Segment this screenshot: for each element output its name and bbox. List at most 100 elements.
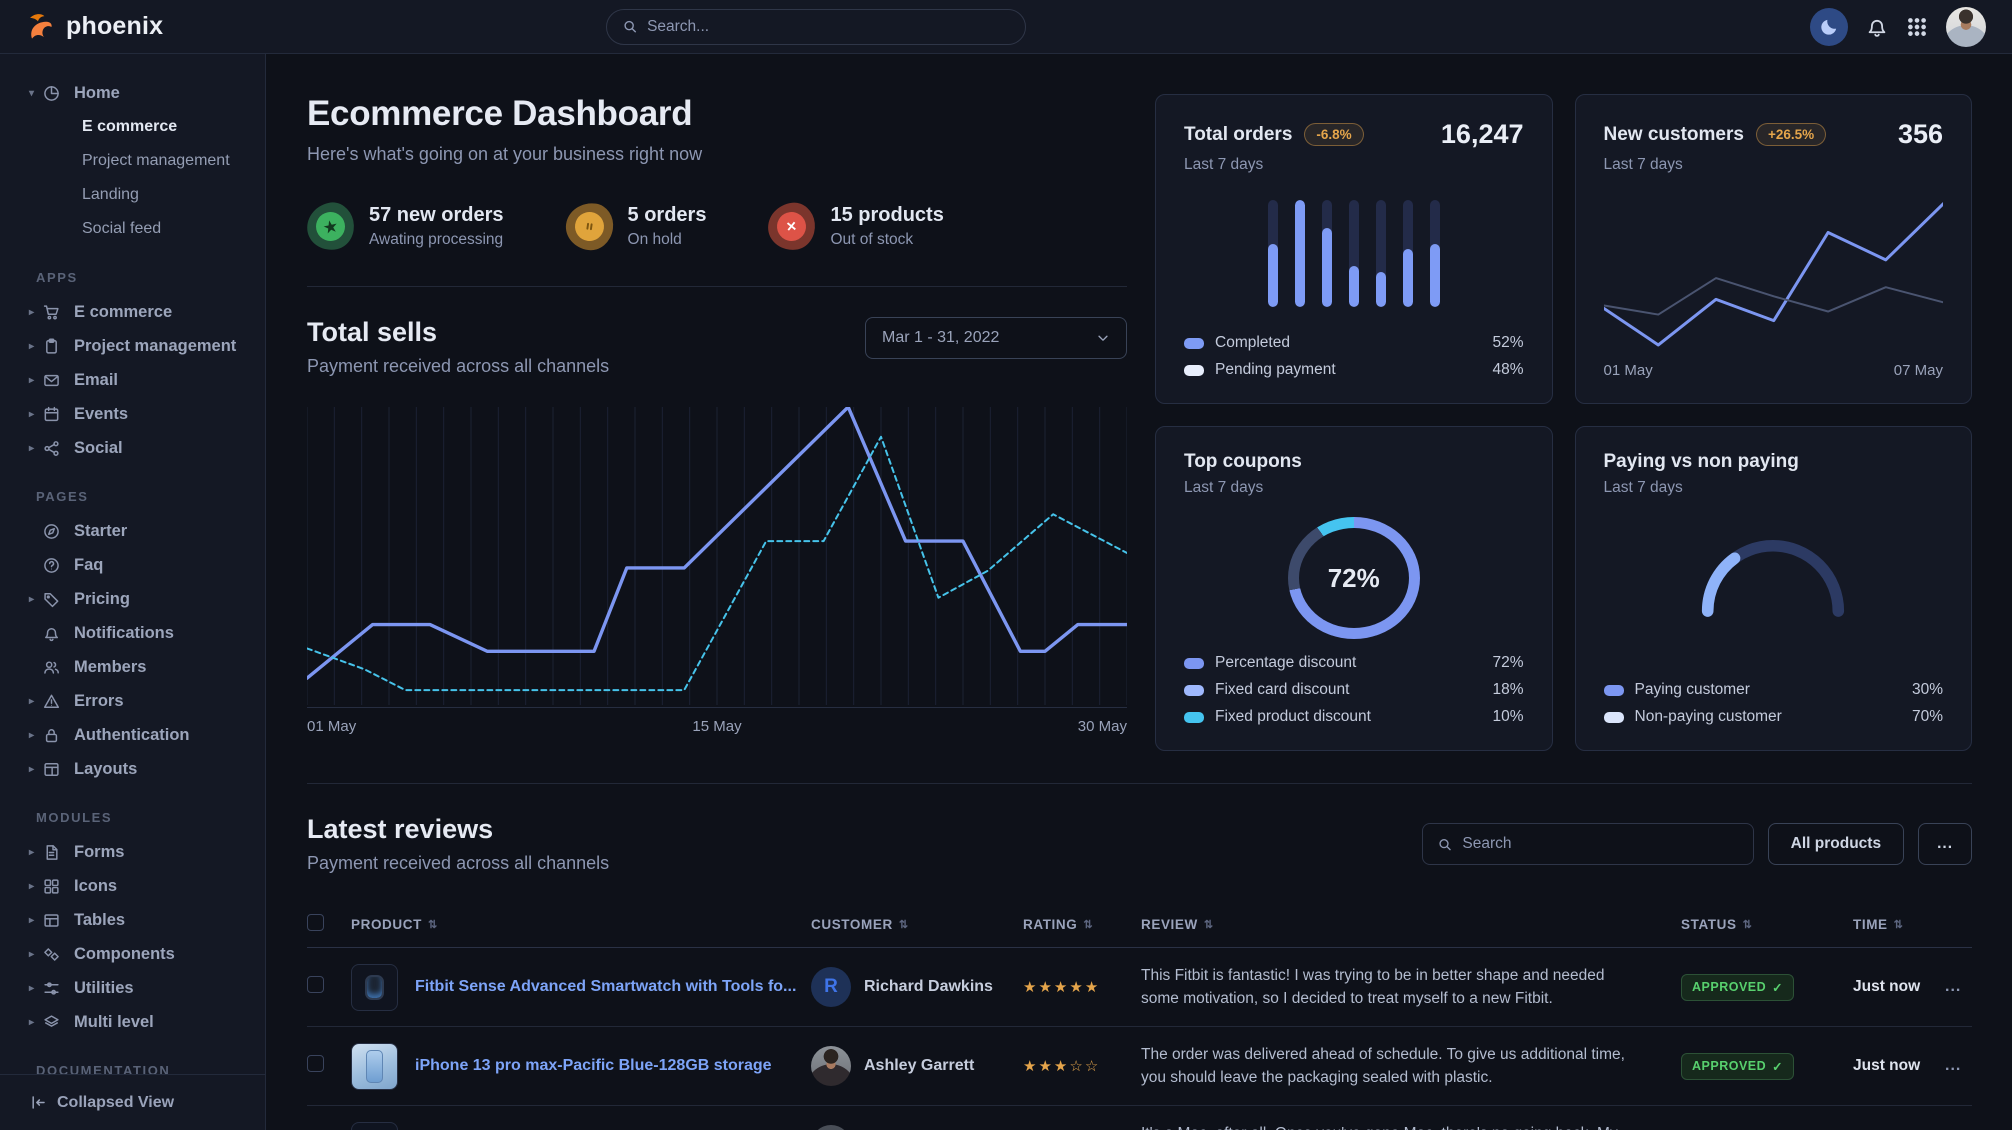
sidebar-item-errors[interactable]: ▸ Errors [0, 684, 265, 718]
caret-right-icon: ▸ [29, 880, 35, 892]
notifications-button[interactable] [1866, 16, 1888, 38]
clipboard-icon [43, 338, 65, 355]
layout-icon [43, 761, 65, 778]
sidebar-section-label: APPS [36, 270, 78, 285]
star-icon: ★ [1023, 1057, 1039, 1075]
sidebar-item-social[interactable]: ▸ Social [0, 431, 265, 465]
column-header-review[interactable]: REVIEW ⇅ [1141, 917, 1214, 932]
customer-avatar[interactable] [811, 1046, 851, 1086]
star-icon: ★ [1053, 1057, 1070, 1075]
column-header-time[interactable]: TIME ⇅ [1853, 917, 1904, 932]
sidebar-item-components[interactable]: ▸ Components [0, 937, 265, 971]
product-image[interactable] [351, 1042, 398, 1090]
review-text: This Fitbit is fantastic! I was trying t… [1141, 966, 1605, 1007]
product-image[interactable] [351, 963, 398, 1011]
bar [1348, 200, 1359, 307]
table-menu-button[interactable]: ... [1918, 823, 1972, 865]
legend-item: Pending payment 48% [1184, 361, 1524, 379]
sidebar-item-starter[interactable]: Starter [0, 514, 265, 548]
all-products-button[interactable]: All products [1767, 823, 1905, 865]
table-row[interactable]: It's a Mac, after all. Once you've gone … [307, 1106, 1972, 1130]
column-header-product[interactable]: PRODUCT ⇅ [351, 917, 438, 932]
sidebar-subitem-e-commerce[interactable]: E commerce [82, 118, 178, 135]
layers-icon [43, 1014, 65, 1031]
sidebar-item-label: Layouts [74, 759, 138, 778]
product-link[interactable]: Fitbit Sense Advanced Smartwatch with To… [415, 978, 797, 995]
column-header-rating[interactable]: RATING ⇅ [1023, 917, 1094, 932]
stat-caption: On hold [627, 231, 682, 248]
card-value: 356 [1897, 119, 1943, 149]
column-header-customer[interactable]: CUSTOMER ⇅ [811, 917, 909, 932]
apps-grid-button[interactable] [1906, 16, 1928, 38]
row-checkbox[interactable] [307, 976, 324, 993]
table-row[interactable]: Fitbit Sense Advanced Smartwatch with To… [307, 948, 1972, 1027]
card-title: Total orders [1184, 123, 1293, 145]
caret-right-icon: ▸ [29, 729, 35, 741]
stat-value: 15 products [830, 204, 944, 226]
sidebar-item-forms[interactable]: ▸ Forms [0, 835, 265, 869]
row-menu-button[interactable]: ... [1945, 978, 1962, 995]
sidebar-item-icons[interactable]: ▸ Icons [0, 869, 265, 903]
collapsed-view-label: Collapsed View [57, 1093, 175, 1111]
product-link[interactable]: iPhone 13 pro max-Pacific Blue-128GB sto… [415, 1057, 772, 1074]
axis-tick: 15 May [692, 718, 742, 735]
row-menu-button[interactable]: ... [1945, 1057, 1962, 1074]
row-checkbox[interactable] [307, 1055, 324, 1072]
card-title: New customers [1603, 123, 1744, 145]
sidebar-item-faq[interactable]: Faq [0, 548, 265, 582]
product-image[interactable] [351, 1121, 398, 1130]
column-header-status[interactable]: STATUS ⇅ [1681, 917, 1753, 932]
review-text: The order was delivered ahead of schedul… [1141, 1045, 1625, 1086]
total-orders-card: Total orders -6.8% 16,247 Last 7 days Co… [1155, 94, 1553, 404]
sidebar-item-email[interactable]: ▸ Email [0, 363, 265, 397]
customer-avatar[interactable]: R [811, 967, 851, 1007]
date-range-select[interactable]: Mar 1 - 31, 2022 [865, 317, 1127, 359]
total-sells-title: Total sells [307, 317, 438, 347]
reviews-search[interactable] [1421, 823, 1754, 865]
sidebar-item-utilities[interactable]: ▸ Utilities [0, 971, 265, 1005]
legend-value: 18% [1492, 681, 1524, 698]
main-content: Ecommerce Dashboard Here's what's going … [266, 54, 2012, 1130]
card-legend: Percentage discount 72% Fixed card discoun… [1184, 645, 1524, 726]
legend-label: Fixed product discount [1215, 708, 1371, 725]
navbar-search-input[interactable] [647, 17, 1009, 36]
legend-value: 52% [1492, 334, 1524, 351]
collapsed-view-button[interactable]: Collapsed View [0, 1074, 265, 1130]
new-customers-axis: 01 May 07 May [1604, 362, 1944, 379]
theme-toggle-button[interactable] [1810, 7, 1848, 46]
sidebar-item-e-commerce[interactable]: ▸ E commerce [0, 295, 265, 329]
brand-logo[interactable]: phoenix [26, 12, 266, 42]
sidebar-item-tables[interactable]: ▸ Tables [0, 903, 265, 937]
sort-icon: ⇅ [898, 919, 909, 931]
sidebar-item-label: Icons [74, 876, 118, 895]
select-all-checkbox[interactable] [307, 913, 324, 931]
sidebar-item-project-management[interactable]: ▸ Project management [0, 329, 265, 363]
sidebar-item-label: Forms [74, 842, 125, 861]
page-subtitle: Here's what's going on at your business … [307, 144, 703, 164]
sidebar-subitem-social-feed[interactable]: Social feed [82, 220, 162, 237]
sidebar-item-multi-level[interactable]: ▸ Multi level [0, 1005, 265, 1039]
user-avatar[interactable] [1946, 6, 1986, 47]
sidebar-subitem-project-management[interactable]: Project management [82, 152, 230, 169]
sidebar-item-authentication[interactable]: ▸ Authentication [0, 718, 265, 752]
sidebar-item-pricing[interactable]: ▸ Pricing [0, 582, 265, 616]
sidebar-item-notifications[interactable]: Notifications [0, 616, 265, 650]
legend-swatch [1184, 364, 1204, 376]
sidebar-item-home[interactable]: ▾ Home [0, 76, 265, 110]
caret-right-icon: ▸ [29, 340, 35, 352]
customer-avatar[interactable] [811, 1125, 851, 1130]
sidebar-item-events[interactable]: ▸ Events [0, 397, 265, 431]
table-row[interactable]: iPhone 13 pro max-Pacific Blue-128GB sto… [307, 1027, 1972, 1106]
sidebar-subitem-landing[interactable]: Landing [82, 186, 139, 203]
card-legend: Completed 52% Pending payment 48% [1184, 325, 1524, 379]
question-icon [43, 557, 65, 574]
card-period: Last 7 days [1184, 479, 1264, 496]
divider [307, 286, 1127, 287]
new-customers-card: New customers +26.5% 356 Last 7 days 01 … [1574, 94, 1972, 404]
sidebar-item-members[interactable]: Members [0, 650, 265, 684]
paying-vs-non-paying-card: Paying vs non paying Last 7 days Paying … [1574, 426, 1972, 751]
reviews-search-input[interactable] [1462, 835, 1738, 853]
navbar-search[interactable] [606, 8, 1026, 45]
card-title: Top coupons [1184, 451, 1302, 472]
sidebar-item-layouts[interactable]: ▸ Layouts [0, 752, 265, 786]
